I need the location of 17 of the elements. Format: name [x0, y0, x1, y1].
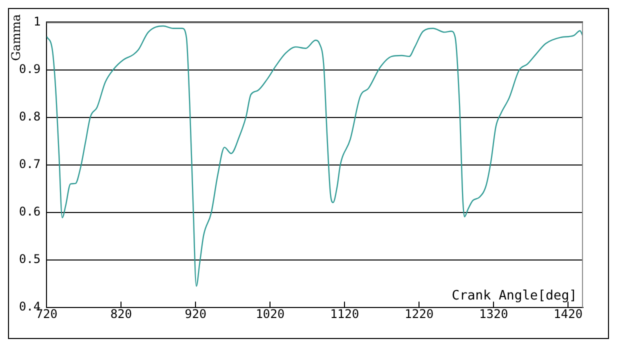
x-axis-title: Crank Angle[deg] — [452, 288, 577, 304]
y-tick-label: 0.6 — [18, 204, 41, 219]
y-tick-label: 0.8 — [18, 109, 41, 124]
y-tick-label: 0.4 — [18, 300, 41, 314]
x-tick-label: 1320 — [479, 306, 508, 321]
x-tick-label: 1120 — [330, 306, 360, 321]
x-tick-label: 820 — [110, 306, 132, 321]
x-tick-label: 1420 — [554, 306, 583, 321]
y-tick-label: 1 — [33, 14, 41, 28]
y-tick-label: 0.7 — [18, 157, 41, 172]
x-tick-label: 920 — [184, 306, 206, 321]
y-tick-label: 0.9 — [18, 62, 41, 76]
x-tick-label: 1220 — [404, 306, 434, 321]
x-tick-label: 1020 — [256, 306, 285, 321]
y-tick-label: 0.5 — [18, 252, 41, 266]
line-series — [46, 25, 583, 287]
y-axis-title: Gamma — [8, 14, 23, 61]
